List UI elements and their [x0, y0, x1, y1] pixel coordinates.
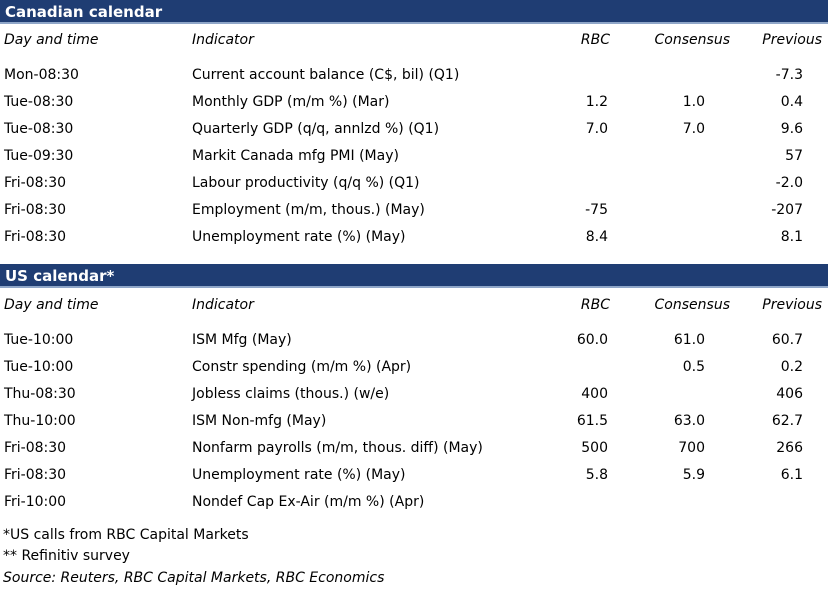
row-consensus: 700 — [678, 440, 705, 456]
table-row: Tue-10:00 ISM Mfg (May) 60.0 61.0 60.7 — [0, 330, 828, 350]
row-indicator: ISM Mfg (May) — [192, 332, 292, 348]
header-indicator: Indicator — [192, 32, 254, 48]
row-consensus: 61.0 — [673, 332, 705, 348]
header-day: Day and time — [4, 32, 99, 48]
row-previous: 266 — [776, 440, 803, 456]
table-row: Fri-08:30 Employment (m/m, thous.) (May) -… — [0, 200, 828, 220]
header-consensus: Consensus — [654, 297, 730, 313]
row-indicator: Nonfarm payrolls (m/m, thous. diff) (May… — [192, 440, 483, 456]
header-previous: Previous — [762, 297, 822, 313]
header-rbc: RBC — [580, 32, 610, 48]
footnote-survey: ** Refinitiv survey — [3, 548, 130, 564]
row-previous: -207 — [771, 202, 803, 218]
canadian-calendar-title: Canadian calendar — [0, 0, 828, 24]
table-row: Fri-08:30 Unemployment rate (%) (May) 5.8 5… — [0, 465, 828, 485]
row-day: Fri-08:30 — [4, 229, 67, 245]
table-row: Tue-08:30 Monthly GDP (m/m %) (Mar) 1.2 1.0… — [0, 92, 828, 112]
row-indicator: Markit Canada mfg PMI (May) — [192, 148, 399, 164]
row-consensus: 0.5 — [682, 359, 705, 375]
row-day: Thu-08:30 — [4, 386, 76, 402]
row-previous: 0.2 — [780, 359, 803, 375]
table-row: Mon-08:30 Current account balance (C$, bi… — [0, 65, 828, 85]
row-indicator: Current account balance (C$, bil) (Q1) — [192, 67, 460, 83]
row-indicator: Quarterly GDP (q/q, annlzd %) (Q1) — [192, 121, 440, 137]
row-rbc: 60.0 — [576, 332, 608, 348]
row-rbc: 500 — [581, 440, 608, 456]
table-row: Tue-09:30 Markit Canada mfg PMI (May) 57 — [0, 146, 828, 166]
row-day: Fri-08:30 — [4, 440, 67, 456]
canadian-header-row: Day and time Indicator RBC Consensus Pre… — [0, 30, 828, 50]
footnote-source: Source: Reuters, RBC Capital Markets, RB… — [3, 570, 385, 586]
table-row: Fri-08:30 Labour productivity (q/q %) (Q1… — [0, 173, 828, 193]
row-previous: 6.1 — [780, 467, 803, 483]
row-consensus: 63.0 — [673, 413, 705, 429]
row-previous: 9.6 — [780, 121, 803, 137]
row-indicator: Jobless claims (thous.) (w/e) — [192, 386, 390, 402]
header-consensus: Consensus — [654, 32, 730, 48]
row-rbc: 5.8 — [585, 467, 608, 483]
us-header-row: Day and time Indicator RBC Consensus Pre… — [0, 295, 828, 315]
row-previous: 60.7 — [771, 332, 803, 348]
row-day: Thu-10:00 — [4, 413, 76, 429]
row-previous: 62.7 — [771, 413, 803, 429]
row-indicator: Unemployment rate (%) (May) — [192, 467, 406, 483]
row-previous: 0.4 — [780, 94, 803, 110]
row-day: Fri-08:30 — [4, 202, 67, 218]
row-indicator: Unemployment rate (%) (May) — [192, 229, 406, 245]
row-day: Fri-08:30 — [4, 467, 67, 483]
table-row: Fri-08:30 Unemployment rate (%) (May) 8.4 8… — [0, 227, 828, 247]
header-day: Day and time — [4, 297, 99, 313]
row-rbc: 1.2 — [585, 94, 608, 110]
table-row: Tue-10:00 Constr spending (m/m %) (Apr) 0.… — [0, 357, 828, 377]
row-previous: 57 — [785, 148, 803, 164]
canadian-calendar-section: Canadian calendar — [0, 0, 828, 24]
table-row: Fri-08:30 Nonfarm payrolls (m/m, thous. d… — [0, 438, 828, 458]
row-day: Fri-08:30 — [4, 175, 67, 191]
row-previous: -7.3 — [775, 67, 803, 83]
row-day: Fri-10:00 — [4, 494, 67, 510]
row-day: Tue-10:00 — [4, 332, 74, 348]
table-row: Fri-10:00 Nondef Cap Ex-Air (m/m %) (Apr) — [0, 492, 828, 512]
row-day: Tue-09:30 — [4, 148, 74, 164]
row-previous: 8.1 — [780, 229, 803, 245]
row-indicator: Labour productivity (q/q %) (Q1) — [192, 175, 420, 191]
header-rbc: RBC — [580, 297, 610, 313]
row-day: Tue-08:30 — [4, 121, 74, 137]
row-day: Tue-08:30 — [4, 94, 74, 110]
row-consensus: 5.9 — [682, 467, 705, 483]
row-consensus: 1.0 — [682, 94, 705, 110]
row-consensus: 7.0 — [682, 121, 705, 137]
row-indicator: Nondef Cap Ex-Air (m/m %) (Apr) — [192, 494, 425, 510]
row-indicator: Employment (m/m, thous.) (May) — [192, 202, 425, 218]
table-row: Tue-08:30 Quarterly GDP (q/q, annlzd %) (… — [0, 119, 828, 139]
footnote-us-calls: *US calls from RBC Capital Markets — [3, 527, 249, 543]
row-rbc: 8.4 — [585, 229, 608, 245]
table-row: Thu-08:30 Jobless claims (thous.) (w/e) 40… — [0, 384, 828, 404]
row-rbc: 61.5 — [576, 413, 608, 429]
row-day: Mon-08:30 — [4, 67, 79, 83]
row-previous: -2.0 — [775, 175, 803, 191]
row-rbc: 7.0 — [585, 121, 608, 137]
header-previous: Previous — [762, 32, 822, 48]
table-row: Thu-10:00 ISM Non-mfg (May) 61.5 63.0 62.7 — [0, 411, 828, 431]
row-previous: 406 — [776, 386, 803, 402]
row-indicator: Monthly GDP (m/m %) (Mar) — [192, 94, 390, 110]
row-rbc: -75 — [585, 202, 608, 218]
row-indicator: ISM Non-mfg (May) — [192, 413, 327, 429]
us-calendar-title: US calendar* — [0, 264, 828, 288]
row-day: Tue-10:00 — [4, 359, 74, 375]
us-calendar-section: US calendar* — [0, 264, 828, 288]
row-indicator: Constr spending (m/m %) (Apr) — [192, 359, 412, 375]
header-indicator: Indicator — [192, 297, 254, 313]
row-rbc: 400 — [581, 386, 608, 402]
